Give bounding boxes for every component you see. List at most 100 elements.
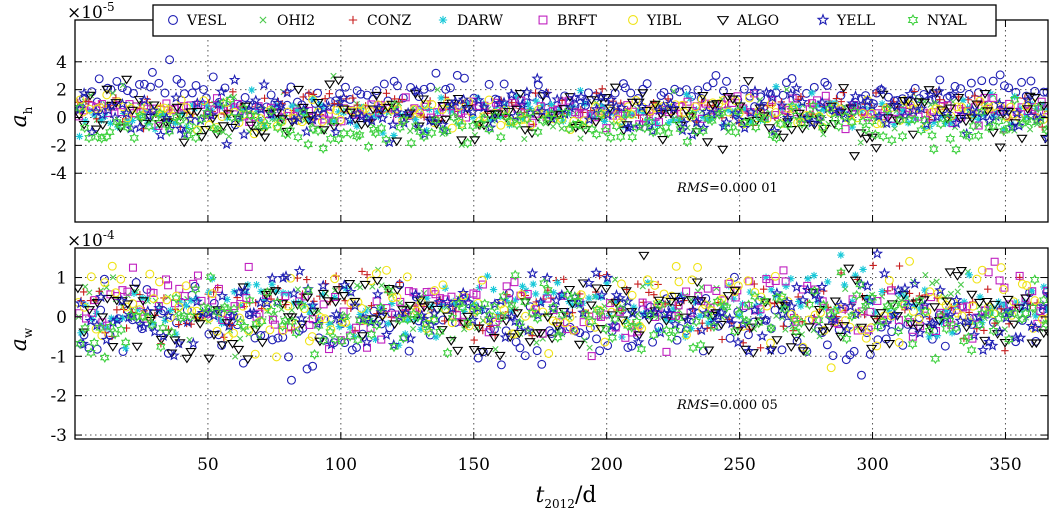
data-point-ohi2 — [493, 346, 499, 352]
data-point-algo — [525, 339, 534, 346]
data-point-yell — [689, 306, 698, 314]
data-point-vesl — [161, 89, 169, 97]
data-point-darw — [787, 275, 794, 282]
data-point-yell — [172, 93, 181, 101]
y-tick-label: -1 — [50, 347, 67, 367]
data-point-ohi2 — [407, 128, 413, 134]
data-point-nyal — [668, 333, 676, 342]
data-point-vesl — [432, 69, 440, 77]
data-point-yibl — [478, 276, 486, 284]
data-point-ohi2 — [550, 124, 556, 130]
data-point-vesl — [241, 94, 249, 102]
data-point-nyal — [192, 285, 200, 294]
data-point-brft — [996, 277, 1003, 284]
data-point-brft — [245, 263, 252, 270]
data-point-brft — [780, 267, 787, 274]
data-point-nyal — [932, 354, 940, 363]
data-point-nyal — [314, 126, 322, 135]
data-point-algo — [639, 252, 648, 259]
data-point-yell — [319, 281, 328, 289]
data-point-nyal — [930, 145, 938, 154]
data-point-algo — [258, 339, 267, 346]
data-point-vesl — [516, 344, 524, 352]
data-point-nyal — [879, 132, 887, 141]
data-point-vesl — [967, 79, 975, 87]
data-point-nyal — [663, 326, 671, 335]
data-point-vesl — [593, 335, 601, 343]
data-point-vesl — [538, 360, 546, 368]
data-point-nyal — [732, 128, 740, 137]
data-point-vesl — [745, 331, 753, 339]
data-point-yell — [988, 341, 997, 349]
legend-label: ALGO — [736, 13, 779, 29]
data-point-yell — [936, 286, 945, 294]
data-point-vesl — [740, 85, 748, 93]
data-point-conz — [80, 288, 87, 295]
data-point-yell — [523, 88, 532, 96]
data-point-vesl — [192, 82, 200, 90]
data-point-darw — [966, 271, 973, 278]
data-point-nyal — [689, 344, 697, 353]
data-point-conz — [870, 262, 877, 269]
x-tick-label: 100 — [325, 455, 357, 475]
data-point-algo — [975, 299, 984, 306]
data-point-nyal — [888, 136, 896, 145]
data-point-nyal — [692, 317, 700, 326]
y-axis-label: aw — [7, 327, 35, 351]
data-point-algo — [470, 347, 479, 354]
data-point-ohi2 — [948, 291, 954, 297]
data-point-darw — [859, 266, 866, 273]
legend-label: YIBL — [646, 13, 681, 29]
data-point-conz — [358, 268, 365, 275]
data-point-ohi2 — [934, 279, 940, 285]
data-point-nyal — [94, 133, 102, 142]
data-point-yibl — [675, 278, 683, 286]
data-point-yibl — [403, 273, 411, 281]
data-point-vesl — [649, 338, 657, 346]
data-point-brft — [423, 289, 430, 296]
data-point-conz — [303, 276, 310, 283]
data-point-nyal — [464, 139, 472, 148]
data-point-conz — [383, 90, 390, 97]
data-point-conz — [896, 262, 903, 269]
data-point-yibl — [973, 275, 981, 283]
data-point-ohi2 — [923, 272, 929, 278]
data-point-nyal — [382, 136, 390, 145]
rms-annotation: RMS=0.000 01 — [676, 181, 778, 196]
data-point-nyal — [909, 340, 917, 349]
data-point-ohi2 — [784, 87, 790, 93]
data-point-yibl — [273, 353, 281, 361]
data-point-algo — [831, 298, 840, 305]
legend-label: NYAL — [927, 13, 967, 29]
data-point-yibl — [383, 266, 391, 274]
data-point-darw — [878, 288, 885, 295]
data-point-ohi2 — [522, 136, 528, 142]
data-point-ohi2 — [578, 136, 584, 142]
data-point-vesl — [512, 338, 520, 346]
data-point-algo — [805, 324, 814, 331]
data-point-vesl — [288, 376, 296, 384]
data-point-ohi2 — [379, 283, 385, 289]
data-point-yell — [389, 120, 398, 128]
data-point-nyal — [192, 133, 200, 142]
data-point-vesl — [965, 90, 973, 98]
data-point-yell — [268, 274, 277, 282]
data-point-darw — [841, 281, 848, 288]
data-point-algo — [592, 285, 601, 292]
data-point-nyal — [365, 142, 373, 151]
data-point-conz — [1001, 347, 1008, 354]
data-point-vesl — [269, 336, 277, 344]
data-point-nyal — [607, 133, 615, 142]
data-point-vesl — [380, 80, 388, 88]
data-point-yibl — [672, 262, 680, 270]
x-tick-label: 300 — [856, 455, 888, 475]
data-point-ohi2 — [410, 326, 416, 332]
data-point-nyal — [952, 145, 960, 154]
data-point-darw — [253, 281, 260, 288]
data-point-yibl — [146, 270, 154, 278]
data-point-ohi2 — [977, 122, 983, 128]
data-point-vesl — [996, 71, 1004, 79]
legend-label: DARW — [457, 13, 504, 29]
